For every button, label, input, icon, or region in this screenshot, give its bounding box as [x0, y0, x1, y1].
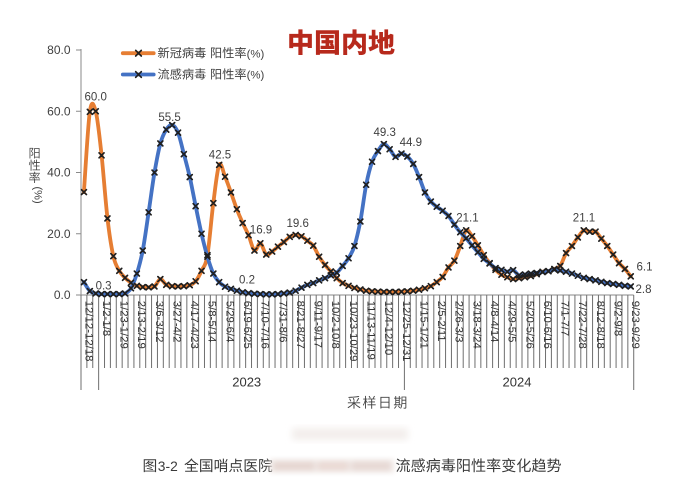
svg-text:6/19-6/25: 6/19-6/25 — [241, 301, 253, 349]
svg-text:16.9: 16.9 — [250, 224, 272, 236]
svg-text:(%): (%) — [247, 48, 265, 60]
svg-text:2/5-2/11: 2/5-2/11 — [435, 301, 447, 342]
svg-text:8/21-8/27: 8/21-8/27 — [294, 301, 306, 349]
svg-text:2.8: 2.8 — [636, 284, 652, 296]
svg-text:11/13-11/19: 11/13-11/19 — [364, 301, 376, 360]
svg-text:49.3: 49.3 — [374, 127, 396, 139]
svg-text:5/29-6/4: 5/29-6/4 — [223, 301, 235, 343]
svg-text:3/18-3/24: 3/18-3/24 — [470, 301, 482, 349]
svg-text:12/4-12/10: 12/4-12/10 — [382, 301, 394, 355]
svg-text:5/20-5/26: 5/20-5/26 — [523, 301, 535, 349]
svg-text:0.3: 0.3 — [96, 280, 112, 292]
svg-text:2/13-2/19: 2/13-2/19 — [135, 301, 147, 349]
svg-text:8/12-8/18: 8/12-8/18 — [594, 301, 606, 349]
svg-text:2024: 2024 — [503, 375, 532, 390]
svg-text:(%): (%) — [32, 187, 44, 204]
svg-text:7/10-7/16: 7/10-7/16 — [259, 301, 271, 349]
svg-text:10/2-10/8: 10/2-10/8 — [329, 301, 341, 349]
svg-text:9/23-9/29: 9/23-9/29 — [629, 301, 641, 349]
svg-text:21.1: 21.1 — [573, 213, 595, 225]
svg-text:6.1: 6.1 — [637, 262, 653, 274]
svg-text:2023: 2023 — [232, 375, 261, 390]
svg-text:1/2-1/8: 1/2-1/8 — [100, 301, 112, 336]
svg-text:44.9: 44.9 — [400, 137, 422, 149]
svg-text:7/22-7/28: 7/22-7/28 — [576, 301, 588, 349]
svg-text:60.0: 60.0 — [47, 105, 71, 119]
svg-text:21.1: 21.1 — [456, 212, 478, 224]
svg-text:3/6-3/12: 3/6-3/12 — [153, 301, 165, 343]
svg-text:3-2: 3-2 — [158, 459, 178, 474]
svg-text:9/2-9/8: 9/2-9/8 — [611, 301, 623, 336]
svg-text:20.0: 20.0 — [47, 227, 71, 241]
svg-text:55.5: 55.5 — [158, 112, 180, 124]
svg-text:4/17-4/23: 4/17-4/23 — [188, 301, 200, 349]
svg-text:19.6: 19.6 — [287, 218, 309, 230]
svg-text:4/29-5/5: 4/29-5/5 — [506, 301, 518, 343]
svg-text:7/1-7/7: 7/1-7/7 — [559, 301, 571, 336]
svg-text:6/10-6/16: 6/10-6/16 — [541, 301, 553, 349]
svg-text:12/12-12/18: 12/12-12/18 — [82, 301, 94, 362]
svg-text:7/31-8/6: 7/31-8/6 — [276, 301, 288, 343]
svg-text:12/25-12/31: 12/25-12/31 — [400, 301, 412, 362]
svg-text:10/23-10/29: 10/23-10/29 — [347, 301, 359, 362]
svg-text:4/8-4/14: 4/8-4/14 — [488, 301, 500, 343]
svg-text:60.0: 60.0 — [85, 91, 107, 103]
svg-text:1/23-1/29: 1/23-1/29 — [118, 301, 130, 349]
svg-text:9/11-9/17: 9/11-9/17 — [312, 301, 324, 348]
svg-text:(%): (%) — [247, 70, 265, 82]
svg-text:0.2: 0.2 — [239, 275, 255, 287]
svg-text:80.0: 80.0 — [47, 43, 71, 57]
svg-text:5/8-5/14: 5/8-5/14 — [206, 301, 218, 343]
svg-text:3/27-4/2: 3/27-4/2 — [170, 301, 182, 343]
svg-text:40.0: 40.0 — [47, 166, 71, 180]
svg-text:42.5: 42.5 — [209, 150, 231, 162]
svg-text:0.0: 0.0 — [54, 288, 71, 302]
svg-text:2/26-3/3: 2/26-3/3 — [453, 301, 465, 343]
svg-text:1/15-1/21: 1/15-1/21 — [417, 301, 429, 349]
